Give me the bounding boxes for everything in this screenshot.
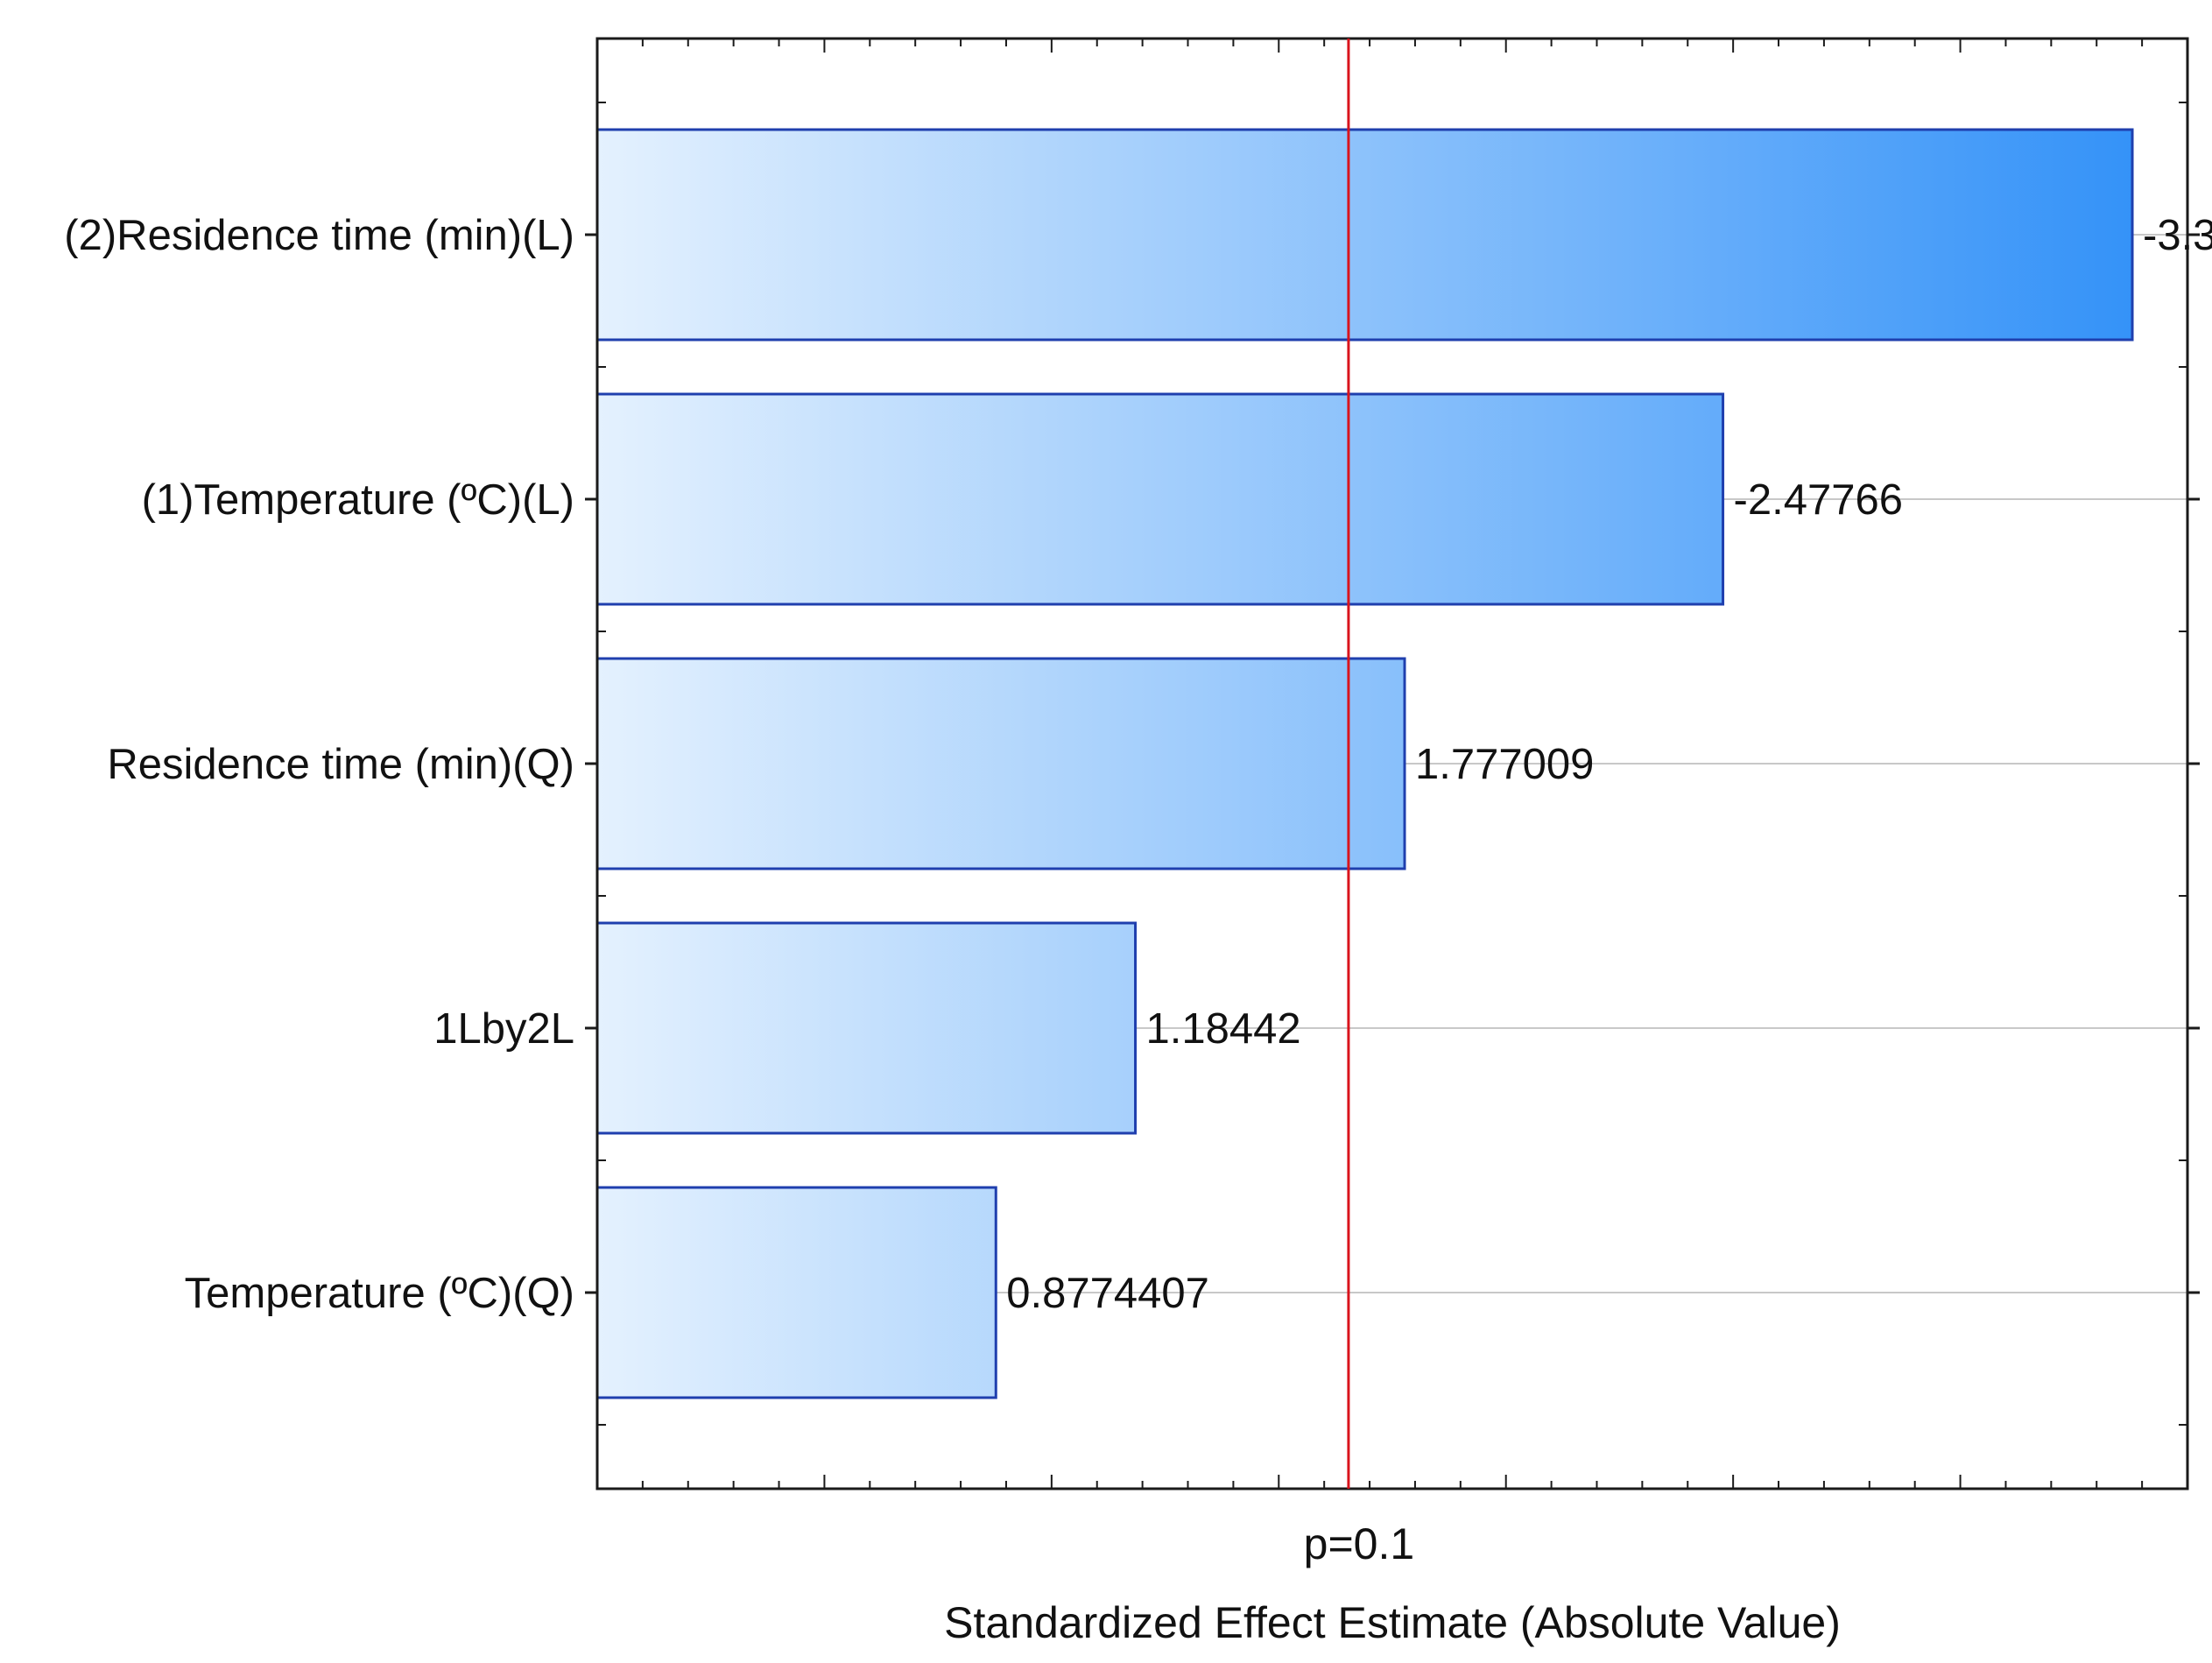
- value-label: 0.8774407: [1006, 1270, 1209, 1317]
- value-label: 1.777009: [1415, 741, 1594, 788]
- reference-line-label: p=0.1: [1304, 1519, 1415, 1568]
- bar: [595, 1186, 997, 1399]
- value-labels: -3.3786 -2.47766 1.777009 1.18442 0.8774407: [1006, 212, 2212, 1317]
- value-label: -3.3786: [2143, 212, 2212, 259]
- x-axis-label: Standardized Effect Estimate (Absolute V…: [944, 1598, 1841, 1647]
- category-label: Temperature (ºC)(Q): [185, 1270, 574, 1317]
- value-label: 1.18442: [1146, 1005, 1301, 1053]
- category-label: 1Lby2L: [433, 1005, 574, 1053]
- category-label: Residence time (min)(Q): [107, 741, 574, 788]
- bar: [595, 657, 1406, 870]
- category-labels: (2)Residence time (min)(L) (1)Temperature…: [64, 212, 574, 1317]
- value-label: -2.47766: [1734, 476, 1903, 524]
- category-label: (1)Temperature (ºC)(L): [142, 476, 574, 524]
- bar: [595, 392, 1725, 606]
- bar: [595, 128, 2134, 342]
- category-label: (2)Residence time (min)(L): [64, 212, 574, 259]
- plot-frame: [595, 37, 2189, 1490]
- bar: [595, 921, 1138, 1135]
